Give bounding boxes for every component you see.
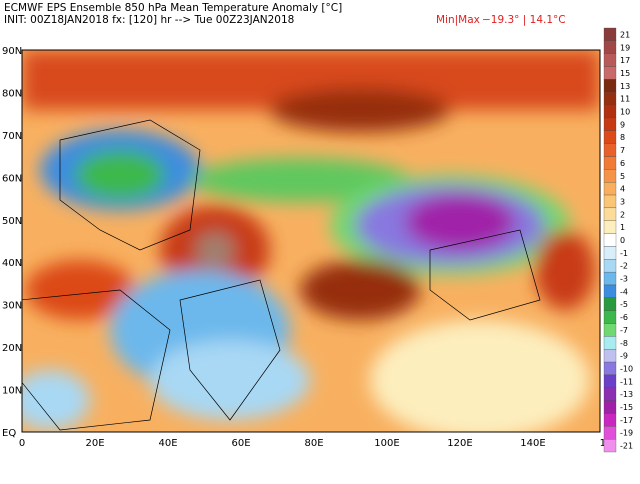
colorbar-swatch — [603, 426, 617, 440]
colorbar-swatch — [603, 259, 617, 273]
colorbar-swatch — [603, 400, 617, 414]
colorbar-swatch — [603, 182, 617, 196]
lon-label: 20E — [85, 438, 104, 449]
colorbar-swatch — [603, 284, 617, 298]
colorbar-label: 6 — [620, 159, 625, 168]
colorbar-label: -9 — [620, 352, 628, 361]
colorbar-swatch — [603, 169, 617, 183]
colorbar-swatch — [603, 130, 617, 144]
colorbar-swatch — [603, 79, 617, 93]
map-frame — [21, 49, 601, 433]
colorbar-swatch — [603, 104, 617, 119]
colorbar-label: -7 — [620, 326, 628, 335]
lat-label: EQ — [2, 428, 16, 439]
colorbar-label: -6 — [620, 313, 628, 322]
colorbar-swatch — [603, 413, 617, 427]
colorbar-swatch — [603, 40, 617, 54]
colorbar-swatch — [603, 323, 617, 337]
colorbar-swatch — [603, 233, 617, 247]
colorbar-swatch — [603, 349, 617, 363]
colorbar-swatch — [603, 143, 617, 157]
lat-label: 50N — [2, 216, 22, 227]
lon-label: 60E — [231, 438, 250, 449]
lat-label: 60N — [2, 173, 22, 184]
minmax-values: −19.3° | 14.1°C — [482, 14, 566, 26]
colorbar-swatch — [603, 194, 617, 209]
colorbar: 211917151311109876543210-1-2-3-4-5-6-7-8… — [603, 27, 633, 453]
colorbar-label: 2 — [620, 210, 625, 219]
lon-label: 0 — [19, 438, 25, 449]
colorbar-swatch — [603, 361, 617, 376]
lon-label: 140E — [520, 438, 545, 449]
colorbar-label: -21 — [620, 442, 633, 451]
lon-label: 40E — [158, 438, 177, 449]
colorbar-swatch — [603, 92, 617, 106]
colorbar-label: -8 — [620, 339, 628, 348]
colorbar-label: -15 — [620, 403, 633, 412]
minmax-label: Min|Max — [436, 14, 480, 26]
colorbar-swatch — [603, 439, 617, 453]
colorbar-label: 3 — [620, 197, 625, 206]
map-axes: 90N 80N 70N 60N 50N 40N 30N 20N 10N EQ0 20E 40E 60E 8… — [2, 46, 612, 449]
lat-label: 10N — [2, 386, 22, 397]
colorbar-label: -10 — [620, 364, 633, 373]
colorbar-label: -11 — [620, 377, 633, 386]
colorbar-label: -5 — [620, 300, 628, 309]
lat-label: 30N — [2, 301, 22, 312]
colorbar-swatch — [603, 117, 617, 131]
colorbar-swatch — [603, 374, 617, 388]
colorbar-label: 21 — [620, 30, 630, 39]
colorbar-label: 19 — [620, 43, 630, 52]
lon-label: 100E — [374, 438, 399, 449]
colorbar-label: -1 — [620, 249, 628, 258]
colorbar-label: -4 — [620, 287, 628, 296]
colorbar-swatch — [603, 66, 617, 80]
colorbar-label: 17 — [620, 56, 630, 65]
colorbar-label: 13 — [620, 82, 630, 91]
colorbar-swatch — [603, 27, 617, 41]
colorbar-label: 0 — [620, 236, 625, 245]
colorbar-label: 9 — [620, 120, 625, 129]
colorbar-label: 1 — [620, 223, 625, 232]
lat-label: 40N — [2, 258, 22, 269]
colorbar-label: 11 — [620, 95, 630, 104]
colorbar-swatch — [603, 271, 617, 286]
colorbar-swatch — [603, 53, 617, 67]
colorbar-swatch — [603, 246, 617, 260]
colorbar-label: 4 — [620, 185, 625, 194]
map-field — [22, 50, 600, 432]
lat-label: 20N — [2, 343, 22, 354]
colorbar-swatch — [603, 220, 617, 234]
colorbar-swatch — [603, 387, 617, 401]
colorbar-label: -19 — [620, 429, 633, 438]
colorbar-swatch — [603, 156, 617, 170]
colorbar-label: -17 — [620, 416, 633, 425]
colorbar-label: 10 — [620, 108, 630, 117]
colorbar-label: -2 — [620, 262, 628, 271]
colorbar-swatch — [603, 297, 617, 311]
lat-label: 70N — [2, 131, 22, 142]
colorbar-label: 8 — [620, 133, 625, 142]
colorbar-label: 7 — [620, 146, 625, 155]
title: ECMWF EPS Ensemble 850 hPa Mean Temperat… — [4, 2, 342, 14]
colorbar-label: 5 — [620, 172, 625, 181]
lon-label: 120E — [447, 438, 472, 449]
colorbar-swatch — [603, 336, 617, 350]
colorbar-label: -3 — [620, 275, 628, 284]
colorbar-swatch — [603, 207, 617, 221]
colorbar-label: 15 — [620, 69, 630, 78]
lat-label: 80N — [2, 88, 22, 99]
lat-label: 90N — [2, 46, 22, 57]
init-line: INIT: 00Z18JAN2018 fx: [120] hr --> Tue … — [4, 14, 294, 26]
colorbar-label: -13 — [620, 390, 633, 399]
lon-label: 80E — [304, 438, 323, 449]
colorbar-swatch — [603, 310, 617, 324]
